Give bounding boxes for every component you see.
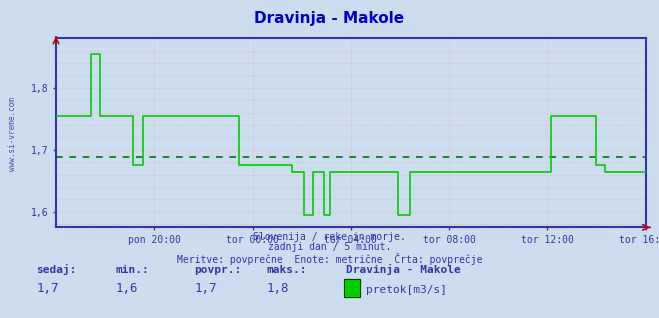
- Text: 1,6: 1,6: [115, 282, 138, 295]
- Text: 1,7: 1,7: [194, 282, 217, 295]
- Text: povpr.:: povpr.:: [194, 265, 242, 275]
- Text: Dravinja - Makole: Dravinja - Makole: [254, 11, 405, 26]
- Text: zadnji dan / 5 minut.: zadnji dan / 5 minut.: [268, 242, 391, 252]
- Text: 1,7: 1,7: [36, 282, 59, 295]
- Text: 1,8: 1,8: [267, 282, 289, 295]
- Text: maks.:: maks.:: [267, 265, 307, 275]
- Text: Slovenija / reke in morje.: Slovenija / reke in morje.: [253, 232, 406, 241]
- Text: Dravinja - Makole: Dravinja - Makole: [346, 264, 461, 275]
- Text: Meritve: povprečne  Enote: metrične  Črta: povprečje: Meritve: povprečne Enote: metrične Črta:…: [177, 253, 482, 265]
- Text: pretok[m3/s]: pretok[m3/s]: [366, 285, 447, 295]
- Text: min.:: min.:: [115, 265, 149, 275]
- Text: www.si-vreme.com: www.si-vreme.com: [8, 97, 17, 170]
- Text: sedaj:: sedaj:: [36, 264, 76, 275]
